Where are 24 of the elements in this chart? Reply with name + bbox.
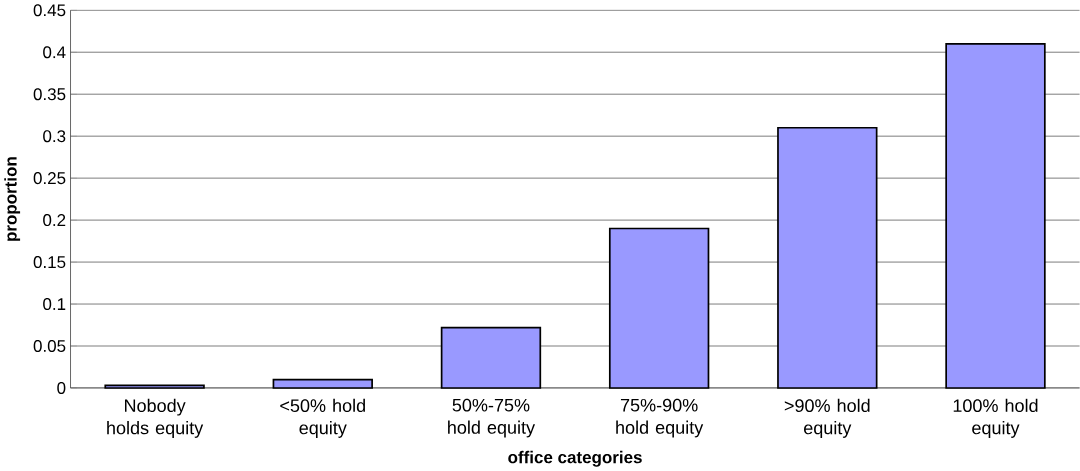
bar (440, 326, 542, 389)
bar (104, 384, 205, 389)
x-tick-label: <50% hold equity (280, 398, 365, 438)
y-tick-label: 0.2 (43, 214, 66, 227)
x-tick-label: 75%-90% hold equity (616, 398, 704, 438)
x-tick-label: 50%-75% hold equity (448, 398, 536, 438)
y-tick-label: 0.05 (33, 340, 66, 353)
y-tick-label: 0.35 (33, 88, 66, 101)
x-axis-title: office categories (508, 450, 642, 467)
y-tick-label: 0.45 (33, 4, 66, 17)
x-tick-label: 100% hold equity (953, 398, 1038, 438)
x-tick-label: Nobody holds equity (107, 398, 204, 438)
y-axis-title: proportion (4, 157, 21, 241)
bar (945, 42, 1046, 389)
y-tick-label: 0.4 (43, 46, 66, 59)
y-tick-label: 0.15 (33, 256, 66, 269)
bar (272, 378, 373, 389)
bar (777, 126, 878, 389)
y-tick-label: 0.1 (43, 298, 66, 311)
bar (608, 227, 710, 389)
y-tick-label: 0.3 (43, 130, 66, 143)
x-tick-label: >90% hold equity (784, 398, 870, 438)
y-tick-label: 0.25 (33, 172, 66, 185)
y-tick-label: 0 (57, 381, 66, 394)
